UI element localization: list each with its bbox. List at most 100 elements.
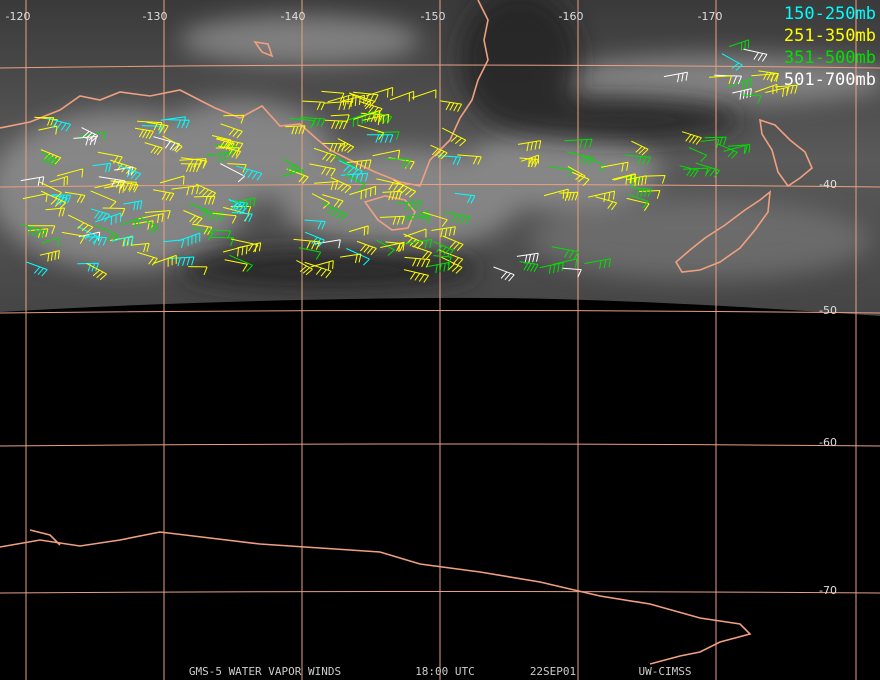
wind-barb: [281, 169, 304, 179]
longitude-label: -160: [559, 10, 584, 23]
wind-barb: [27, 225, 56, 234]
wind-barb: [433, 255, 452, 265]
wind-barb: [178, 232, 201, 246]
wind-barb: [396, 200, 422, 211]
wind-barb: [188, 266, 208, 276]
wind-barb: [758, 70, 779, 82]
wind-barb: [441, 127, 467, 147]
wind-barb: [441, 256, 463, 274]
wind-barb: [220, 123, 243, 139]
wind-barbs: [20, 39, 798, 283]
footer: GMS-5 WATER VAPOR WINDS 18:00 UTC 22SEP01 U…: [189, 665, 692, 678]
wind-barb: [97, 151, 123, 165]
wind-barb: [721, 53, 743, 71]
wind-barb: [78, 131, 106, 141]
wind-barb: [104, 183, 125, 194]
wind-barb: [67, 214, 94, 234]
wind-barb: [231, 212, 253, 223]
wind-barb: [613, 173, 636, 184]
wind-barb: [159, 175, 185, 185]
wind-barb: [321, 202, 348, 221]
wind-barb: [645, 175, 666, 184]
wind-barb: [351, 94, 372, 110]
wind-barb: [323, 100, 352, 111]
latitude-label: -40: [819, 178, 837, 191]
wind-barb: [286, 168, 309, 184]
wind-barb: [90, 208, 111, 222]
wind-barb: [627, 175, 647, 187]
longitude-label: -170: [698, 10, 723, 23]
wind-barb: [520, 154, 539, 167]
wind-barb: [551, 246, 579, 260]
wind-barb: [454, 192, 476, 204]
wind-barb: [77, 262, 99, 272]
wind-barb: [45, 207, 66, 217]
wind-barb: [723, 143, 751, 155]
wind-barb: [403, 269, 430, 283]
longitude-label: -140: [281, 10, 306, 23]
wind-barb: [732, 88, 752, 100]
wind-barb: [215, 147, 240, 156]
wind-barb: [41, 151, 59, 167]
wind-barb: [282, 158, 301, 174]
wind-barb: [61, 231, 86, 244]
wind-barb: [518, 140, 542, 152]
wind-barb: [411, 89, 437, 99]
coastlines: [0, 0, 813, 665]
wind-barb: [39, 250, 60, 262]
wind-barb: [539, 262, 564, 274]
longitude-label: -120: [6, 10, 31, 23]
wind-barb: [51, 194, 72, 204]
wind-barb: [81, 127, 99, 142]
wind-barb: [45, 117, 72, 132]
wind-barb: [120, 218, 140, 229]
wind-barb: [340, 253, 362, 264]
footer-text: GMS-5 WATER VAPOR WINDS: [189, 665, 341, 678]
wind-barb: [727, 144, 748, 154]
wind-barb: [298, 247, 322, 260]
wind-barb: [543, 188, 569, 199]
wind-barb: [304, 261, 332, 279]
longitude-label: -150: [421, 10, 446, 23]
wind-barb: [117, 164, 142, 181]
wind-barb: [90, 190, 117, 209]
wind-barb: [209, 229, 232, 239]
wind-barb: [20, 176, 45, 186]
wind-barb: [346, 248, 370, 266]
wind-barb: [380, 241, 405, 252]
latitude-label: -70: [819, 584, 837, 597]
wind-barb: [567, 165, 586, 182]
wind-barb: [163, 239, 185, 249]
wind-barb: [321, 194, 344, 208]
wind-barb: [134, 127, 154, 139]
wind-barb: [403, 233, 424, 250]
wind-barb: [40, 190, 67, 209]
wind-barb: [228, 198, 247, 215]
legend-entry: 251-350mb: [784, 26, 876, 46]
wind-barb: [754, 83, 778, 95]
wind-barb: [111, 235, 134, 247]
grid-labels: -120 -130 -140 -150 -160 -170 -40 -50 -60 -70: [6, 10, 837, 597]
wind-barb: [183, 210, 203, 225]
wind-barb: [313, 147, 337, 163]
wind-barb: [130, 242, 150, 253]
wind-barb: [26, 261, 48, 277]
footer-text: 18:00 UTC: [415, 665, 475, 678]
wind-barb: [293, 238, 321, 250]
wind-barb: [153, 254, 177, 267]
wind-barb: [433, 240, 454, 257]
wind-barb: [285, 125, 306, 135]
wind-barb: [337, 138, 355, 153]
wind-barb: [137, 251, 158, 266]
wind-barb: [218, 145, 242, 159]
wind-barb: [695, 162, 720, 178]
wind-barb: [404, 256, 431, 268]
wind-barb: [216, 138, 235, 151]
wind-barb: [41, 237, 59, 247]
wind-barb: [324, 119, 348, 130]
wind-barb: [345, 174, 366, 191]
wind-barb: [346, 159, 372, 170]
